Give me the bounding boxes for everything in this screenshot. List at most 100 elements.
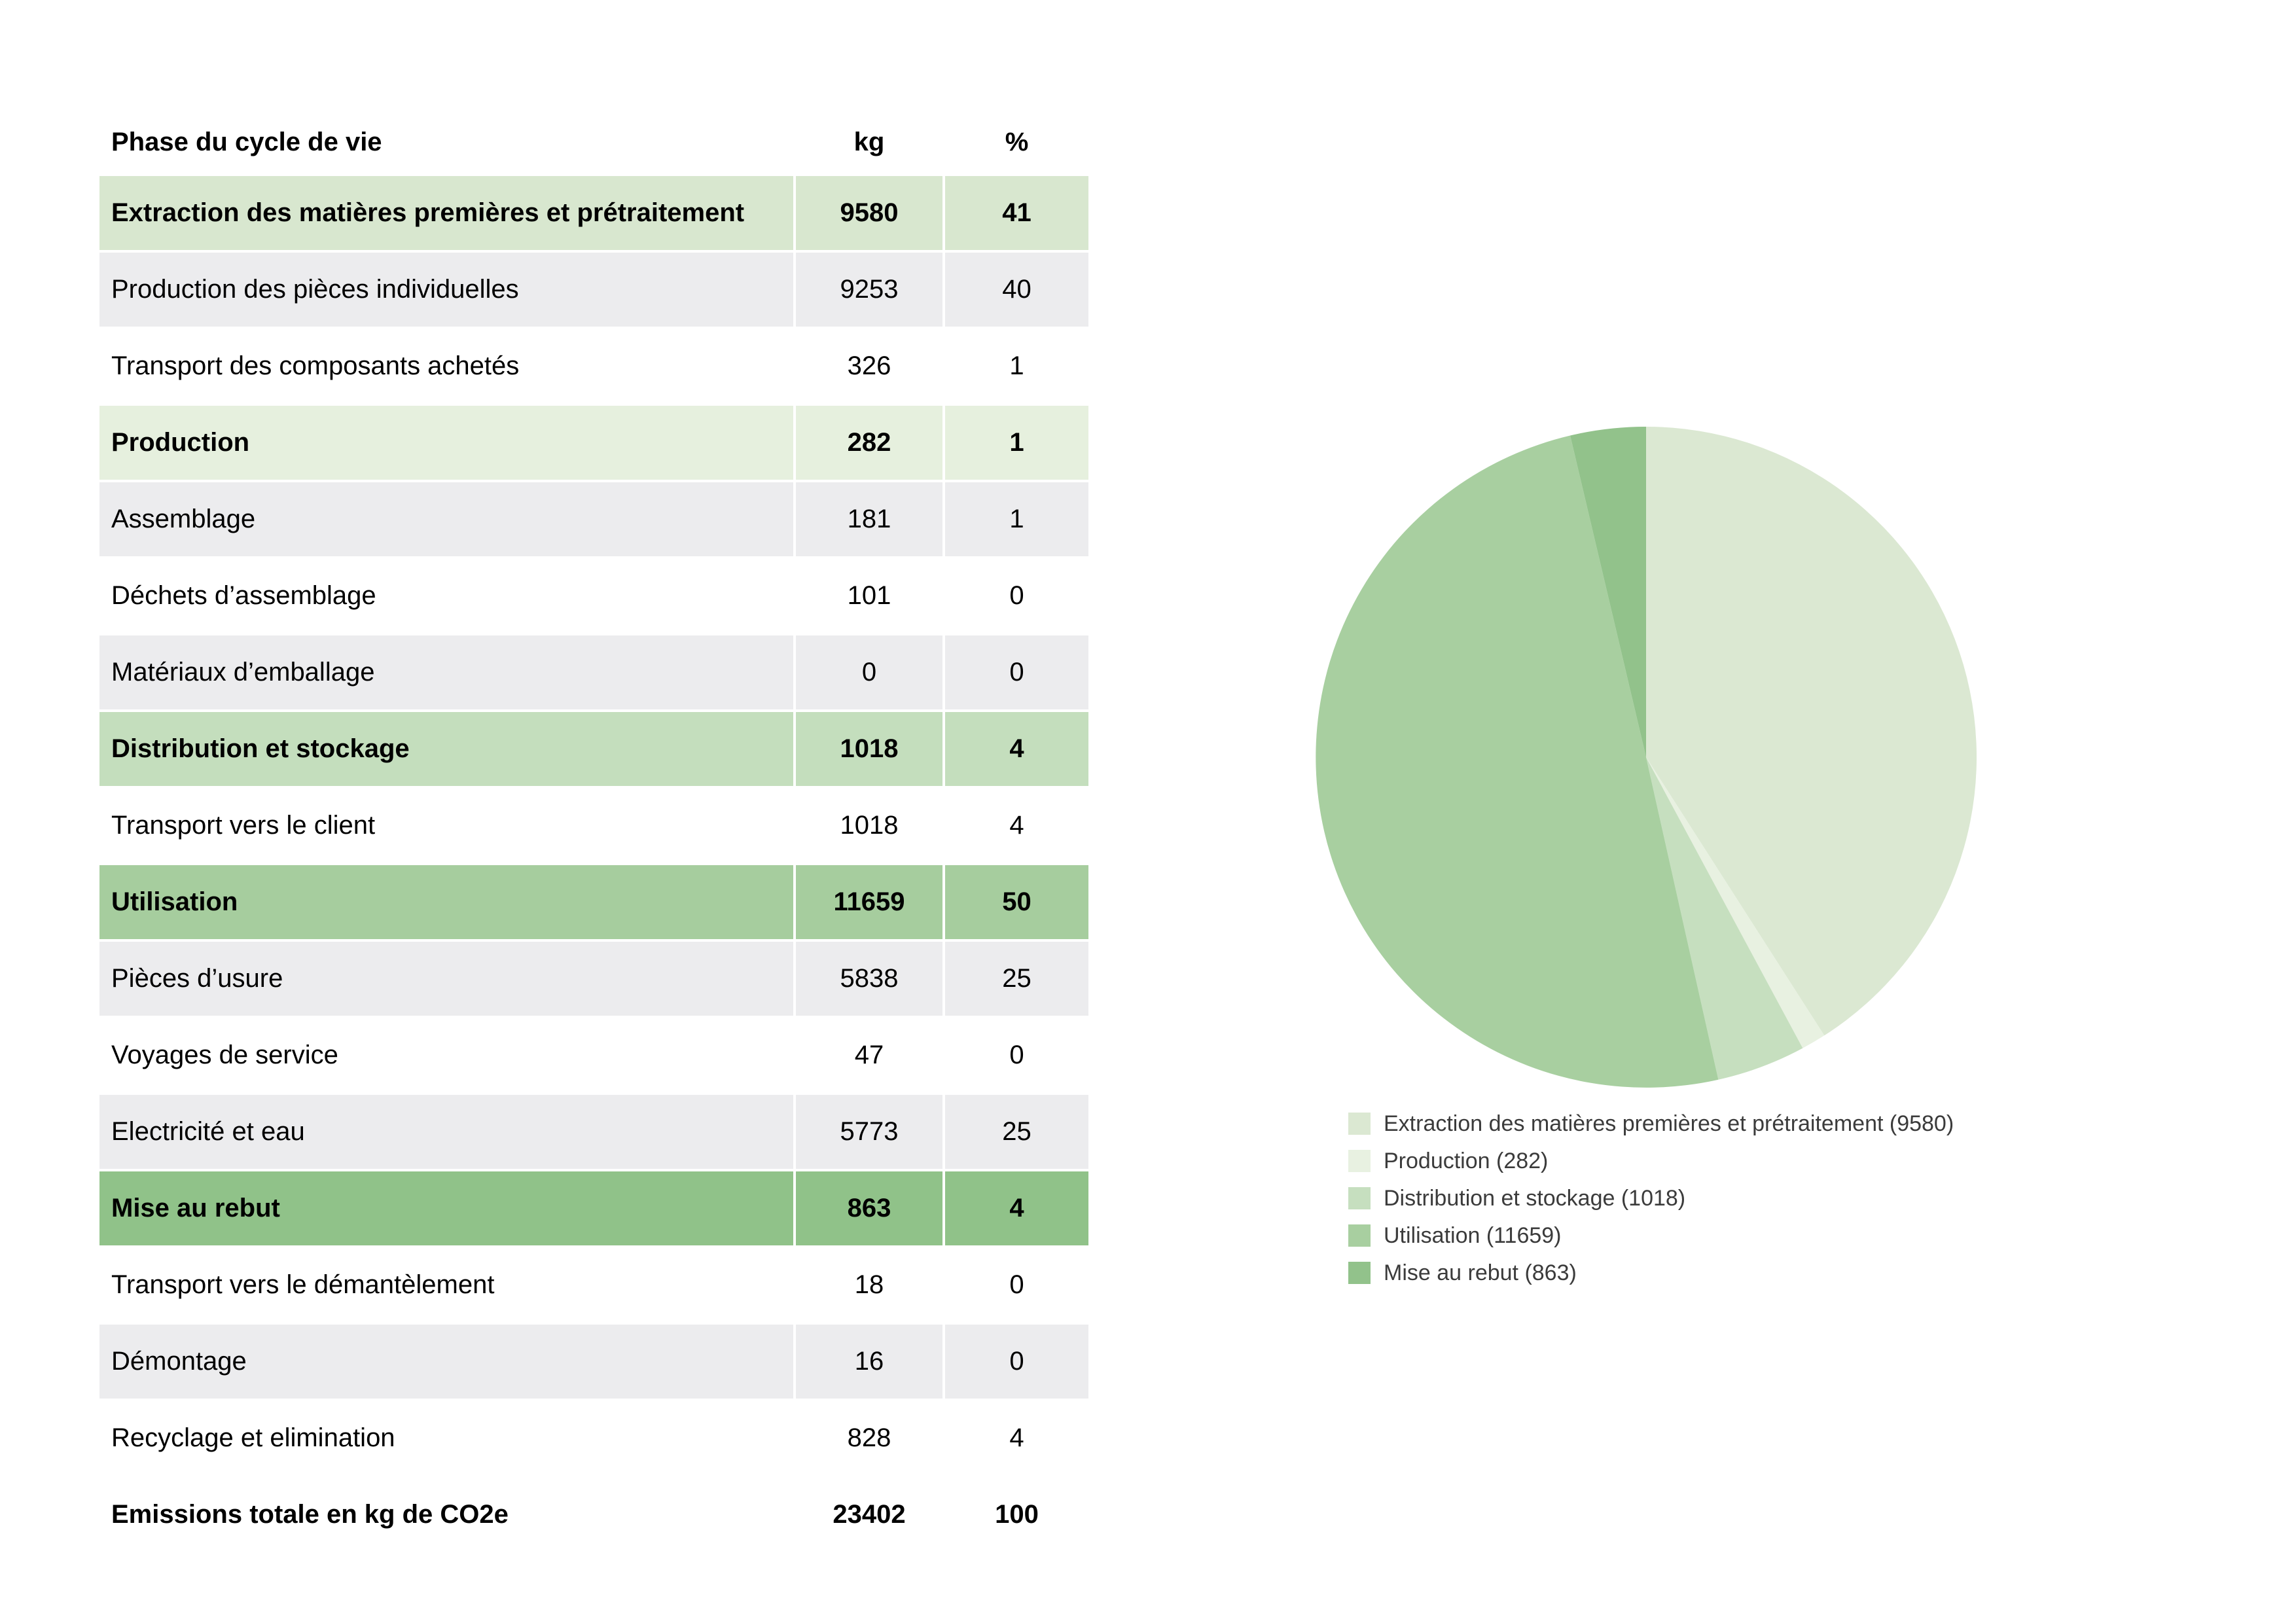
- cell-pct: 4: [945, 1171, 1088, 1245]
- table-row-mise_au_rebut: Mise au rebut 863 4: [99, 1171, 1088, 1245]
- cell-pct: 1: [945, 406, 1088, 480]
- table-row-plain: Transport vers le démantèlement 18 0: [99, 1248, 1088, 1322]
- table-row-plain: Transport vers le client 1018 4: [99, 789, 1088, 863]
- cell-kg: 0: [796, 635, 942, 709]
- cell-label: Emissions totale en kg de CO2e: [99, 1478, 793, 1552]
- legend-label: Distribution et stockage (1018): [1384, 1186, 1686, 1211]
- cell-kg: 9580: [796, 176, 942, 250]
- legend-swatch-icon: [1348, 1113, 1371, 1135]
- legend-swatch-icon: [1348, 1150, 1371, 1172]
- cell-kg: 47: [796, 1018, 942, 1092]
- cell-kg: 181: [796, 482, 942, 556]
- cell-label: Electricité et eau: [99, 1095, 793, 1169]
- legend-swatch-icon: [1348, 1224, 1371, 1247]
- legend-label: Production (282): [1384, 1149, 1549, 1173]
- table-row-plain: Déchets d’assemblage 101 0: [99, 559, 1088, 633]
- pie-slice-4: [1316, 435, 1719, 1088]
- table-row-alt: Production des pièces individuelles 9253 4…: [99, 253, 1088, 327]
- table-header-row: Phase du cycle de vie kg %: [99, 111, 1088, 173]
- table-row-total: Emissions totale en kg de CO2e 23402 100: [99, 1478, 1088, 1552]
- cell-kg: 863: [796, 1171, 942, 1245]
- cell-pct: 0: [945, 559, 1088, 633]
- table-row-plain: Voyages de service 47 0: [99, 1018, 1088, 1092]
- emissions-pie-chart: [1316, 427, 1977, 1088]
- cell-label: Matériaux d’emballage: [99, 635, 793, 709]
- table-row-alt: Electricité et eau 5773 25: [99, 1095, 1088, 1169]
- cell-label: Utilisation: [99, 865, 793, 939]
- legend-swatch-icon: [1348, 1187, 1371, 1209]
- cell-pct: 41: [945, 176, 1088, 250]
- cell-kg: 282: [796, 406, 942, 480]
- cell-label: Mise au rebut: [99, 1171, 793, 1245]
- cell-kg: 1018: [796, 712, 942, 786]
- cell-pct: 50: [945, 865, 1088, 939]
- cell-label: Transport vers le client: [99, 789, 793, 863]
- cell-kg: 9253: [796, 253, 942, 327]
- cell-kg: 1018: [796, 789, 942, 863]
- legend-label: Mise au rebut (863): [1384, 1260, 1577, 1285]
- pie-slice-5: [1570, 427, 1646, 757]
- pie-slice-1: [1646, 427, 1977, 1036]
- cell-pct: 100: [945, 1478, 1088, 1552]
- cell-kg: 18: [796, 1248, 942, 1322]
- cell-label: Assemblage: [99, 482, 793, 556]
- cell-label: Déchets d’assemblage: [99, 559, 793, 633]
- cell-kg: 326: [796, 329, 942, 403]
- legend-label: Extraction des matières premières et pré…: [1384, 1111, 1954, 1136]
- cell-label: Transport des composants achetés: [99, 329, 793, 403]
- cell-kg: 101: [796, 559, 942, 633]
- cell-pct: 25: [945, 1095, 1088, 1169]
- cell-pct: 4: [945, 712, 1088, 786]
- cell-label: Voyages de service: [99, 1018, 793, 1092]
- cell-kg: 5838: [796, 942, 942, 1016]
- table-row-alt: Démontage 16 0: [99, 1325, 1088, 1399]
- table-row-alt: Assemblage 181 1: [99, 482, 1088, 556]
- legend-item-4: Utilisation (11659): [1348, 1224, 1954, 1247]
- cell-pct: 0: [945, 1325, 1088, 1399]
- table-row-alt: Matériaux d’emballage 0 0: [99, 635, 1088, 709]
- legend-item-5: Mise au rebut (863): [1348, 1262, 1954, 1284]
- pie-legend: Extraction des matières premières et pré…: [1348, 1113, 1954, 1299]
- cell-pct: 4: [945, 1401, 1088, 1475]
- table-row-plain: Transport des composants achetés 326 1: [99, 329, 1088, 403]
- cell-pct: 40: [945, 253, 1088, 327]
- lifecycle-emissions-table: Phase du cycle de vie kg % Extraction de…: [97, 108, 1091, 1554]
- cell-label: Production des pièces individuelles: [99, 253, 793, 327]
- table-row-alt: Pièces d’usure 5838 25: [99, 942, 1088, 1016]
- legend-item-3: Distribution et stockage (1018): [1348, 1187, 1954, 1209]
- cell-label: Recyclage et elimination: [99, 1401, 793, 1475]
- legend-swatch-icon: [1348, 1262, 1371, 1284]
- cell-label: Transport vers le démantèlement: [99, 1248, 793, 1322]
- cell-pct: 1: [945, 482, 1088, 556]
- cell-pct: 25: [945, 942, 1088, 1016]
- cell-kg: 16: [796, 1325, 942, 1399]
- cell-pct: 1: [945, 329, 1088, 403]
- table-row-utilisation: Utilisation 11659 50: [99, 865, 1088, 939]
- cell-pct: 0: [945, 635, 1088, 709]
- legend-item-1: Extraction des matières premières et pré…: [1348, 1113, 1954, 1135]
- cell-kg: 5773: [796, 1095, 942, 1169]
- column-header-pct: %: [945, 111, 1088, 173]
- cell-kg: 23402: [796, 1478, 942, 1552]
- cell-label: Distribution et stockage: [99, 712, 793, 786]
- cell-kg: 828: [796, 1401, 942, 1475]
- cell-label: Démontage: [99, 1325, 793, 1399]
- cell-pct: 0: [945, 1248, 1088, 1322]
- table-row-distribution: Distribution et stockage 1018 4: [99, 712, 1088, 786]
- table-row-production: Production 282 1: [99, 406, 1088, 480]
- cell-pct: 4: [945, 789, 1088, 863]
- cell-label: Production: [99, 406, 793, 480]
- pie-slice-3: [1646, 757, 1803, 1080]
- table-row-extraction: Extraction des matières premières et pré…: [99, 176, 1088, 250]
- cell-pct: 0: [945, 1018, 1088, 1092]
- column-header-kg: kg: [796, 111, 942, 173]
- table-row-plain: Recyclage et elimination 828 4: [99, 1401, 1088, 1475]
- cell-label: Pièces d’usure: [99, 942, 793, 1016]
- pie-slice-2: [1646, 757, 1825, 1048]
- cell-kg: 11659: [796, 865, 942, 939]
- legend-label: Utilisation (11659): [1384, 1223, 1562, 1248]
- cell-label: Extraction des matières premières et pré…: [99, 176, 793, 250]
- legend-item-2: Production (282): [1348, 1150, 1954, 1172]
- column-header-phase: Phase du cycle de vie: [99, 111, 793, 173]
